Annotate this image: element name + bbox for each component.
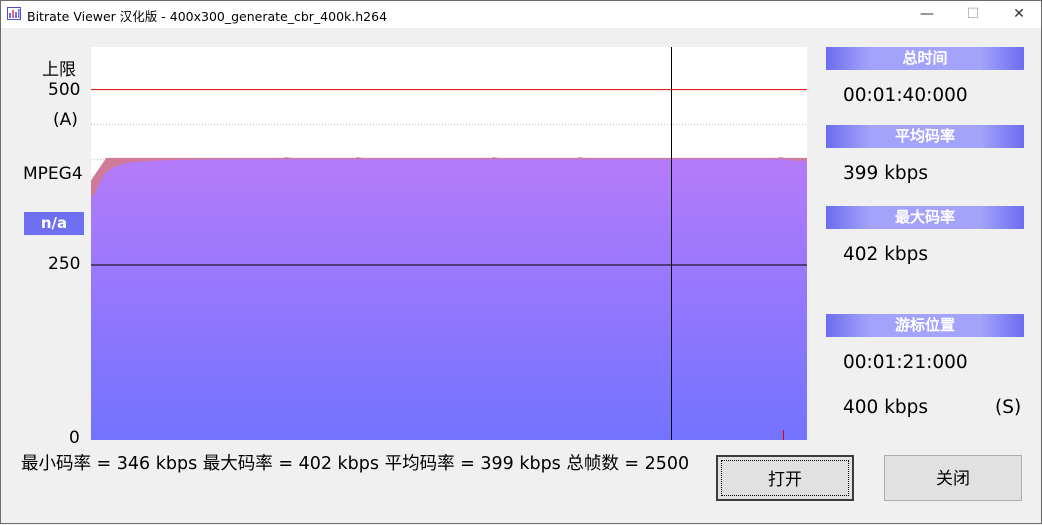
total-time-value: 00:01:40:000 [843,85,968,106]
upper-limit-label: 上限 [42,60,76,80]
chart-canvas[interactable] [91,47,807,440]
mid-value-label: 250 [48,254,81,274]
close-button[interactable]: 关闭 [884,455,1022,501]
window-title: Bitrate Viewer 汉化版 - 400x300_generate_cb… [27,9,388,24]
cursor-time-value: 00:01:21:000 [843,352,968,373]
upper-limit-value: 500 [48,80,81,100]
max-bitrate-value: 402 kbps [843,244,929,265]
avg-bitrate-header: 平均码率 [826,125,1024,148]
open-button[interactable]: 打开 [716,455,854,501]
cursor-bitrate-value: 400 kbps [843,397,929,418]
close-window-button[interactable]: ✕ [996,1,1042,28]
minimize-button[interactable]: — [904,1,950,28]
max-bitrate-header: 最大码率 [826,206,1024,229]
close-icon: ✕ [1013,6,1025,22]
maximize-button[interactable]: ☐ [950,1,996,28]
codec-label: MPEG4 [23,164,83,184]
zero-label: 0 [69,428,80,448]
mode-label: (A) [53,110,78,130]
total-time-header: 总时间 [826,47,1024,70]
app-icon [7,7,21,20]
minimize-icon: — [920,6,934,22]
focus-rect [721,460,849,496]
cursor-mode-label: (S) [995,397,1022,418]
summary-stats: 最小码率 = 346 kbps 最大码率 = 402 kbps 平均码率 = 3… [21,454,690,474]
title-bar[interactable]: Bitrate Viewer 汉化版 - 400x300_generate_cb… [0,0,1042,28]
bitrate-chart[interactable] [91,47,807,440]
cursor-position-header: 游标位置 [826,314,1024,337]
close-button-label: 关闭 [936,469,970,489]
open-button-label: 打开 [768,470,802,490]
maximize-icon: ☐ [966,6,980,22]
avg-bitrate-value: 399 kbps [843,163,929,184]
bitrate-area [91,159,807,440]
na-badge: n/a [24,212,84,235]
